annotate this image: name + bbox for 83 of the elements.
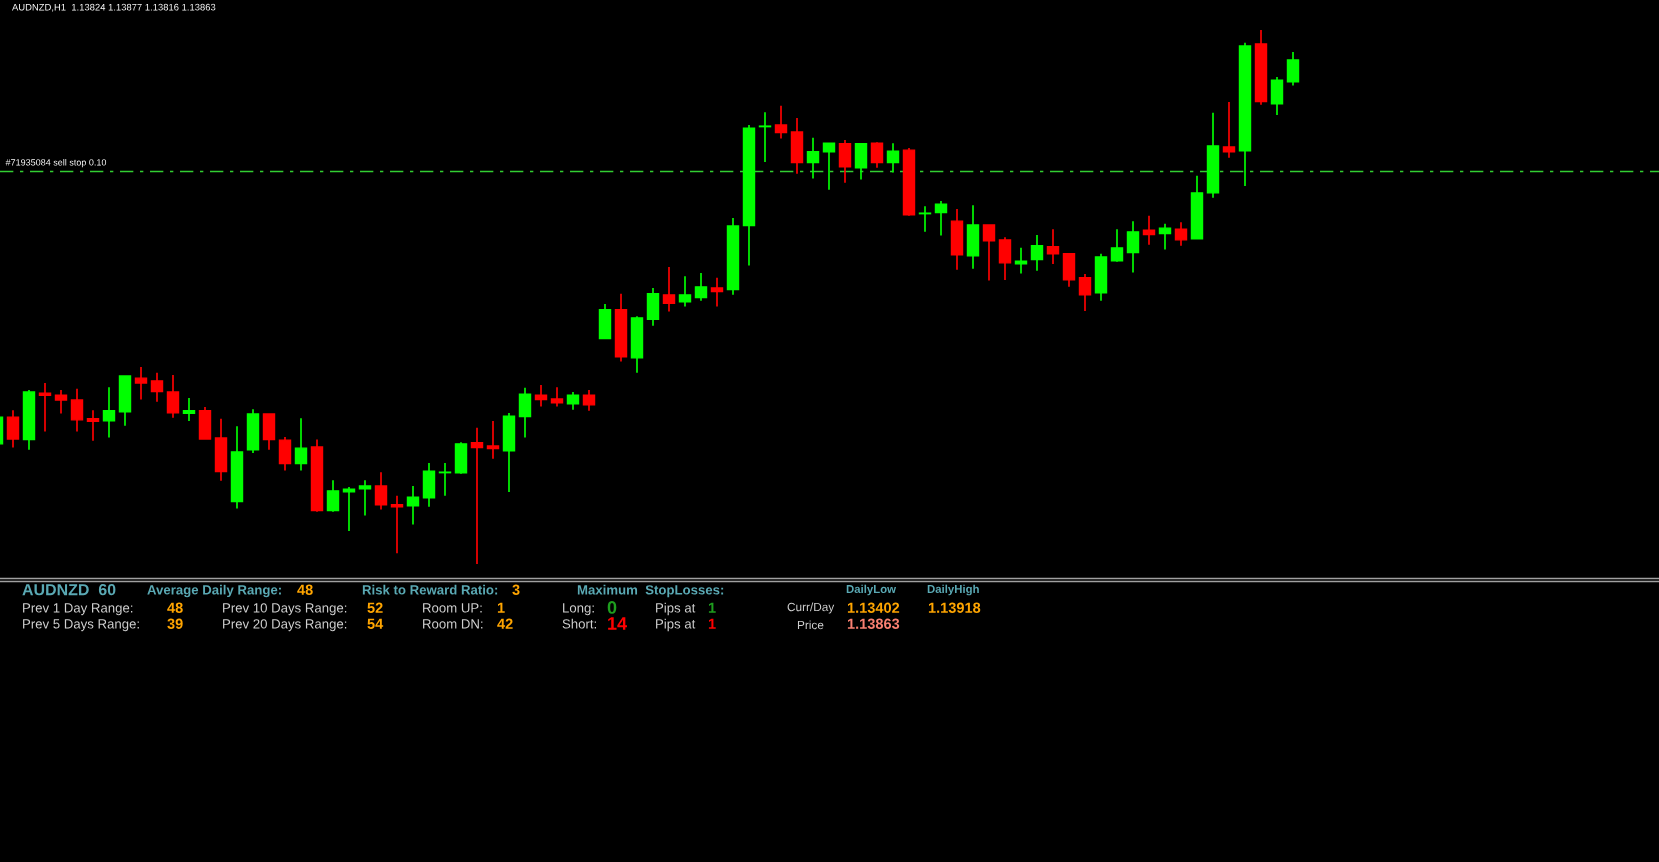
candlestick (342, 486, 356, 532)
candlestick (1270, 76, 1284, 116)
candlestick (134, 366, 148, 401)
text: 1 (497, 602, 505, 613)
candlestick (710, 276, 724, 308)
candlestick (294, 417, 308, 472)
text: Prev 10 Days Range: (223, 603, 347, 616)
text: 1 (708, 618, 716, 629)
text: 1.13863 (847, 618, 900, 629)
text: Room DN: (423, 619, 483, 629)
candlestick (150, 371, 164, 403)
candlestick (1030, 234, 1044, 272)
candlestick (1222, 101, 1236, 159)
candlestick (1110, 228, 1124, 263)
candlestick (486, 420, 500, 460)
text: AUDNZD 60 (22, 583, 116, 596)
text: 39 (167, 618, 183, 629)
text: DailyHigh (927, 584, 979, 596)
candlestick (1126, 220, 1140, 274)
candlestick (1158, 223, 1172, 251)
text: 48 (167, 602, 183, 613)
text: Price (797, 620, 824, 630)
candlestick (166, 374, 180, 419)
candlestick (358, 479, 372, 517)
candlestick (1286, 51, 1300, 87)
text: Long: (563, 603, 594, 616)
candlestick (6, 409, 20, 449)
text: Pips at (656, 602, 696, 616)
text: 42 (497, 618, 513, 629)
chart-title: AUDNZD,H1 1.13824 1.13877 1.13816 1.13863 (12, 3, 216, 12)
text: Short: (562, 618, 596, 629)
candlestick (86, 409, 100, 442)
candlestick (38, 382, 52, 433)
candlestick (1078, 273, 1092, 312)
candlestick (918, 205, 932, 233)
candlestick (934, 200, 948, 237)
candlestick (102, 386, 116, 439)
candlestick (54, 389, 68, 415)
candlestick (806, 137, 820, 180)
text: 1 (708, 602, 716, 613)
text: 1.13402 (847, 602, 900, 613)
candlestick (662, 266, 676, 313)
candlestick (1014, 247, 1028, 275)
candlestick (518, 386, 532, 439)
text: 0 (607, 601, 617, 614)
candlestick (758, 111, 772, 163)
text: Prev 5 Days Range: (23, 619, 139, 632)
text: Room UP: (423, 603, 482, 613)
text: Prev 1 Day Range: (23, 603, 133, 616)
candlestick (838, 139, 852, 184)
candlestick (982, 224, 996, 282)
candlestick (870, 141, 884, 169)
candlestick (326, 479, 340, 513)
text: 54 (367, 618, 384, 629)
text: Risk to Reward Ratio: (362, 584, 498, 595)
text: 52 (367, 602, 383, 613)
text: 1.13918 (928, 602, 981, 613)
candlestick (886, 142, 900, 174)
text: 14 (608, 617, 627, 630)
text: Maximum StopLosses: (577, 584, 724, 598)
text: DailyLow (846, 584, 897, 596)
candlestick (998, 236, 1012, 281)
candlestick (182, 397, 196, 422)
text: Curr/Day (787, 602, 835, 614)
candlestick (678, 275, 692, 308)
candlestick (1046, 228, 1060, 265)
text: Average Daily Range: (147, 584, 281, 598)
candlestick (774, 104, 788, 140)
candlestick (374, 471, 388, 511)
text: 3 (512, 584, 520, 595)
ref-line-label: #71935084 sell stop 0.10 (5, 158, 107, 168)
candlestick (70, 388, 84, 433)
candlestick (278, 436, 292, 472)
text: Pips at (656, 618, 696, 632)
text: Prev 20 Days Range: (223, 619, 347, 632)
candlestick (550, 386, 564, 408)
candlestick (1174, 221, 1188, 247)
candlestick (438, 462, 452, 497)
candlestick (582, 389, 596, 412)
candlestick (390, 494, 404, 555)
text: 48 (297, 584, 313, 595)
candlestick (470, 426, 484, 565)
candlestick (694, 272, 708, 302)
